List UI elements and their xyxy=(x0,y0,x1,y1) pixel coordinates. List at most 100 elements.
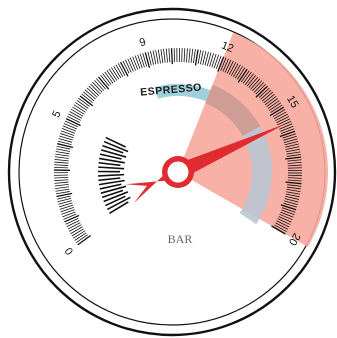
gauge-tick xyxy=(67,115,80,123)
gauge-tick xyxy=(285,193,300,198)
gauge-tick xyxy=(264,95,277,106)
gauge-tick xyxy=(83,91,95,102)
gauge-tick xyxy=(54,176,69,179)
gauge-low-tick xyxy=(103,191,129,203)
gauge-tick xyxy=(71,228,84,237)
gauge-tick xyxy=(56,195,71,200)
gauge-tick xyxy=(64,120,78,128)
gauge-tick xyxy=(287,162,302,164)
gauge-low-tick xyxy=(100,149,127,158)
gauge-tick xyxy=(72,230,86,239)
gauge-tick xyxy=(58,138,73,143)
gauge-tick xyxy=(77,234,92,246)
needle-pointer xyxy=(125,123,286,204)
gauge-tick xyxy=(61,128,76,134)
gauge-tick xyxy=(113,65,122,79)
gauge-tick xyxy=(285,146,300,150)
gauge-tick xyxy=(280,211,294,218)
gauge-tick xyxy=(279,213,293,221)
gauge-tick xyxy=(75,234,88,244)
gauge-tick xyxy=(84,89,96,100)
gauge-tick xyxy=(237,68,248,83)
gauge-tick xyxy=(269,106,285,117)
gauge-tick xyxy=(55,153,70,157)
gauge-tick xyxy=(204,51,209,66)
gauge-tick xyxy=(271,225,286,235)
gauge-low-tick xyxy=(109,201,129,214)
inner-arc-cool-tail xyxy=(239,172,272,225)
gauge-tick xyxy=(60,207,74,213)
gauge-zone-labels: ESPRESSO xyxy=(140,81,203,98)
gauge-tick xyxy=(92,81,103,93)
gauge-tick xyxy=(200,50,204,65)
gauge-tick xyxy=(57,197,72,203)
gauge-tick xyxy=(188,48,191,63)
gauge-tick xyxy=(96,78,106,90)
gauge-tick xyxy=(62,125,77,132)
gauge-tick xyxy=(226,60,234,74)
gauge-tick xyxy=(274,224,287,233)
gauge-tick xyxy=(68,224,82,232)
gauge-tick xyxy=(258,87,270,98)
gauge-tick xyxy=(281,207,296,213)
gauge-tick xyxy=(102,73,112,85)
tick-label-5: 5 xyxy=(50,109,63,120)
gauge-tick xyxy=(224,59,232,73)
gauge-tick xyxy=(222,58,229,72)
gauge-low-tick xyxy=(99,153,122,160)
gauge-tick xyxy=(283,135,297,141)
gauge-tick xyxy=(56,148,71,152)
gauge-tick xyxy=(240,70,250,83)
gauge-tick xyxy=(157,49,161,64)
gauge-tick xyxy=(255,85,268,98)
gauge-low-tick xyxy=(101,189,124,199)
gauge-tick xyxy=(81,93,93,104)
gauge-tick xyxy=(70,108,84,117)
gauge-tick xyxy=(269,102,282,111)
gauge-tick xyxy=(250,78,261,90)
gauge-tick xyxy=(170,48,173,65)
gauge-tick xyxy=(57,143,74,148)
gauge-tick xyxy=(69,111,83,119)
gauge-tick xyxy=(168,48,171,63)
gauge-tick xyxy=(283,202,298,208)
gauge-tick xyxy=(63,123,77,130)
gauge-tick xyxy=(122,60,130,74)
gauge-zone-espresso xyxy=(154,84,211,102)
gauge-tick xyxy=(94,80,105,91)
gauge-tick xyxy=(275,222,289,230)
gauge-tick xyxy=(237,67,246,80)
gauge-tick xyxy=(100,74,110,87)
gauge-tick xyxy=(147,51,152,66)
gauge-low-tick xyxy=(99,157,125,164)
gauge-tick xyxy=(68,113,82,121)
gauge-tick xyxy=(284,198,299,203)
gauge-tick xyxy=(104,71,114,84)
gauge-low-tick xyxy=(100,185,127,194)
gauge-tick xyxy=(267,100,280,109)
gauge-low-tick xyxy=(105,136,126,148)
gauge-tick xyxy=(76,99,89,109)
gauge-tick xyxy=(90,83,101,95)
gauge-tick xyxy=(119,61,129,77)
gauge-tick xyxy=(280,204,297,211)
gauge-tick xyxy=(58,200,72,205)
gauge-tick xyxy=(279,123,293,130)
gauge-low-tick xyxy=(98,179,125,186)
gauge-tick xyxy=(72,106,85,115)
gauge-tick xyxy=(134,55,141,69)
gauge-tick xyxy=(57,140,72,145)
gauge-tick xyxy=(54,164,69,166)
gauge-tick xyxy=(285,143,299,148)
gauge-tick xyxy=(55,186,70,190)
gauge-tick xyxy=(65,218,79,225)
gauge-tick xyxy=(61,209,75,215)
gauge-tick xyxy=(70,226,83,235)
gauge-tick xyxy=(220,57,227,71)
gauge-tick xyxy=(150,51,154,65)
gauge-tick xyxy=(275,113,288,122)
needle-hub-inner xyxy=(167,161,189,183)
gauge-tick xyxy=(64,214,80,223)
tick-label-12: 12 xyxy=(219,39,235,55)
